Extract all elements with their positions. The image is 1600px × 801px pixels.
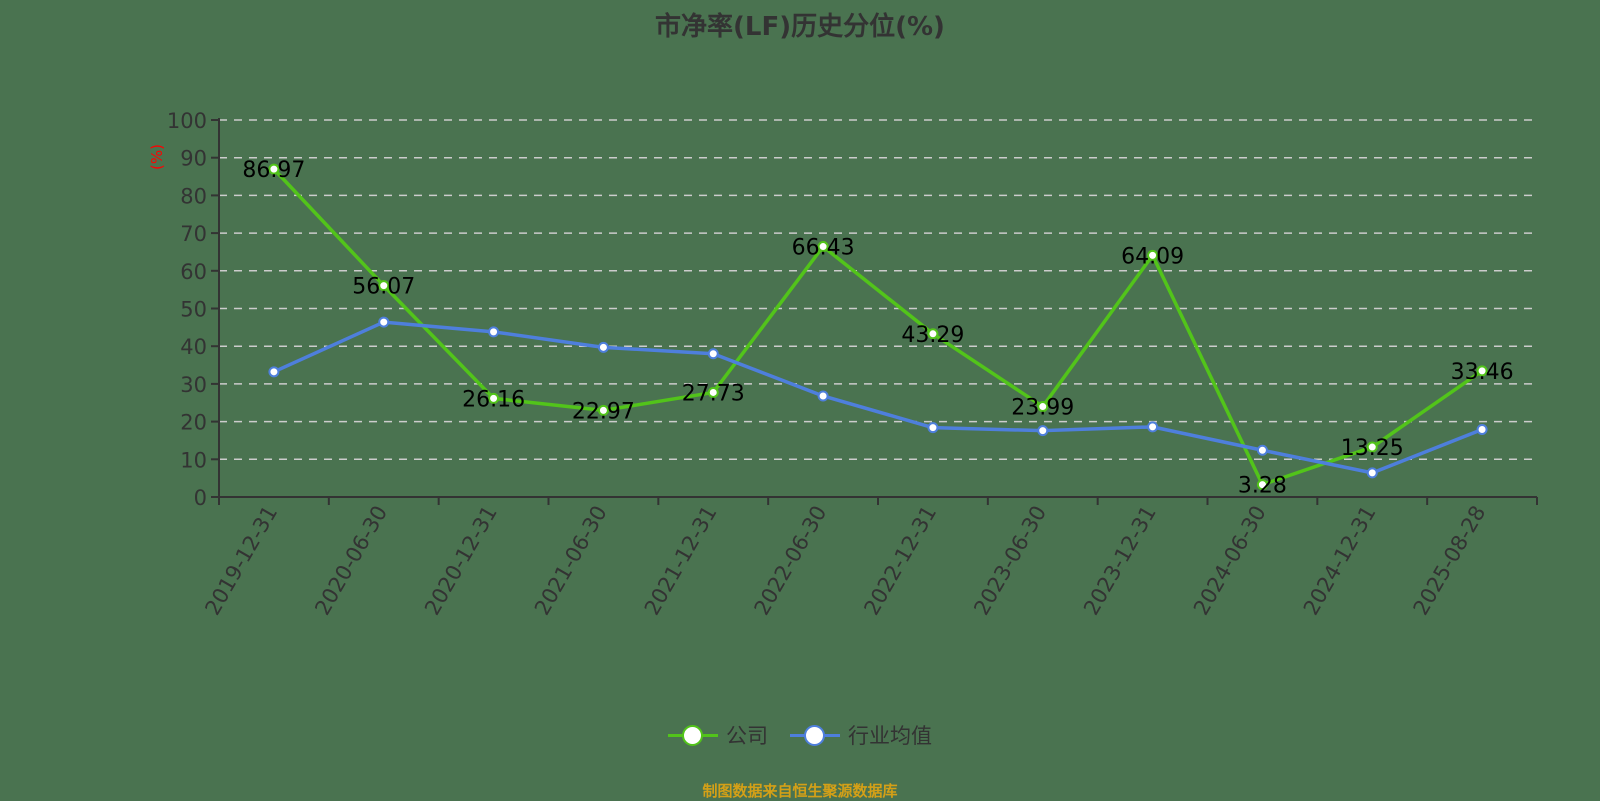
y-tick-label: 80 [180,184,207,208]
x-tick-label: 2024-12-31 [1299,502,1381,620]
y-tick-label: 10 [180,448,207,472]
y-tick-label: 90 [180,147,207,171]
series-lines [268,163,1488,491]
data-point[interactable] [378,316,390,328]
data-point[interactable] [927,422,939,434]
y-tick-label: 40 [180,335,207,359]
data-label: 27.73 [682,381,745,406]
y-axis-label: (%) [148,144,166,170]
x-tick-label: 2023-06-30 [969,502,1051,620]
data-label: 33.46 [1451,360,1514,385]
data-label: 86.97 [242,158,305,183]
data-point[interactable] [1476,365,1488,377]
x-tick-label: 2020-06-30 [310,502,392,620]
data-label: 13.25 [1341,436,1404,461]
circle-marker-icon [668,725,718,746]
data-label: 22.97 [572,399,635,424]
data-label: 26.16 [462,387,525,412]
data-point[interactable] [1256,444,1268,456]
x-tick-label: 2022-06-30 [750,502,832,620]
series-line [273,320,1483,475]
chart-title: 市净率(LF)历史分位(%) [655,12,945,42]
data-point[interactable] [488,392,500,404]
data-point[interactable] [707,386,719,398]
data-point[interactable] [268,163,280,175]
series-line [272,167,1484,487]
data-label: 3.28 [1238,474,1287,499]
y-tick-label: 100 [167,109,207,133]
x-tick-label: 2023-12-31 [1079,502,1161,620]
x-tick-label: 2021-06-30 [530,502,612,620]
legend-item-industry[interactable]: 行业均值 [790,720,932,750]
data-point[interactable] [1256,479,1268,491]
x-tick-label: 2022-12-31 [859,502,941,620]
data-labels: 86.97 56.07 26.16 22.97 27.73 66.43 43.29 23.99… [242,158,1513,499]
data-point[interactable] [817,390,829,402]
data-point[interactable] [268,366,280,378]
data-label: 56.07 [352,275,415,300]
circle-marker-icon [790,725,840,746]
data-point[interactable] [597,341,609,353]
y-tick-label: 50 [180,298,207,322]
data-point[interactable] [597,404,609,416]
legend-label-industry: 行业均值 [848,724,932,748]
y-tick-label: 70 [180,222,207,246]
x-tick-label: 2021-12-31 [640,502,722,620]
data-label: 43.29 [901,323,964,348]
data-point[interactable] [488,326,500,338]
x-axis: 2019-12-31 2020-06-30 2020-12-31 2021-06-30… [200,496,1538,620]
data-label: 64.09 [1121,244,1184,269]
data-point[interactable] [1037,401,1049,413]
y-tick-label: 60 [180,260,207,284]
x-tick-label: 2019-12-31 [200,502,282,620]
data-label: 23.99 [1011,396,1074,421]
data-point[interactable] [1476,424,1488,436]
data-point[interactable] [1147,421,1159,433]
data-point[interactable] [1366,467,1378,479]
data-point[interactable] [817,241,829,253]
data-point[interactable] [707,348,719,360]
y-axis: 0 10 20 30 40 50 60 70 80 90 100(%) [148,109,220,510]
y-tick-label: 20 [180,411,207,435]
x-tick-label: 2025-08-28 [1409,502,1491,620]
data-point[interactable] [1147,249,1159,261]
data-label: 66.43 [792,236,855,261]
x-tick-label: 2024-06-30 [1189,502,1271,620]
source-note: 制图数据来自恒生聚源数据库 [702,782,898,800]
legend-item-company[interactable]: 公司 [668,720,768,750]
x-tick-label: 2020-12-31 [420,502,502,620]
data-point[interactable] [927,328,939,340]
legend: 公司 行业均值 [0,720,1600,750]
data-point[interactable] [378,280,390,292]
grid-lines [219,119,1537,461]
legend-label-company: 公司 [726,724,768,748]
data-point[interactable] [1037,425,1049,437]
y-tick-label: 30 [180,373,207,397]
y-tick-label: 0 [194,486,207,510]
data-point[interactable] [1366,441,1378,453]
